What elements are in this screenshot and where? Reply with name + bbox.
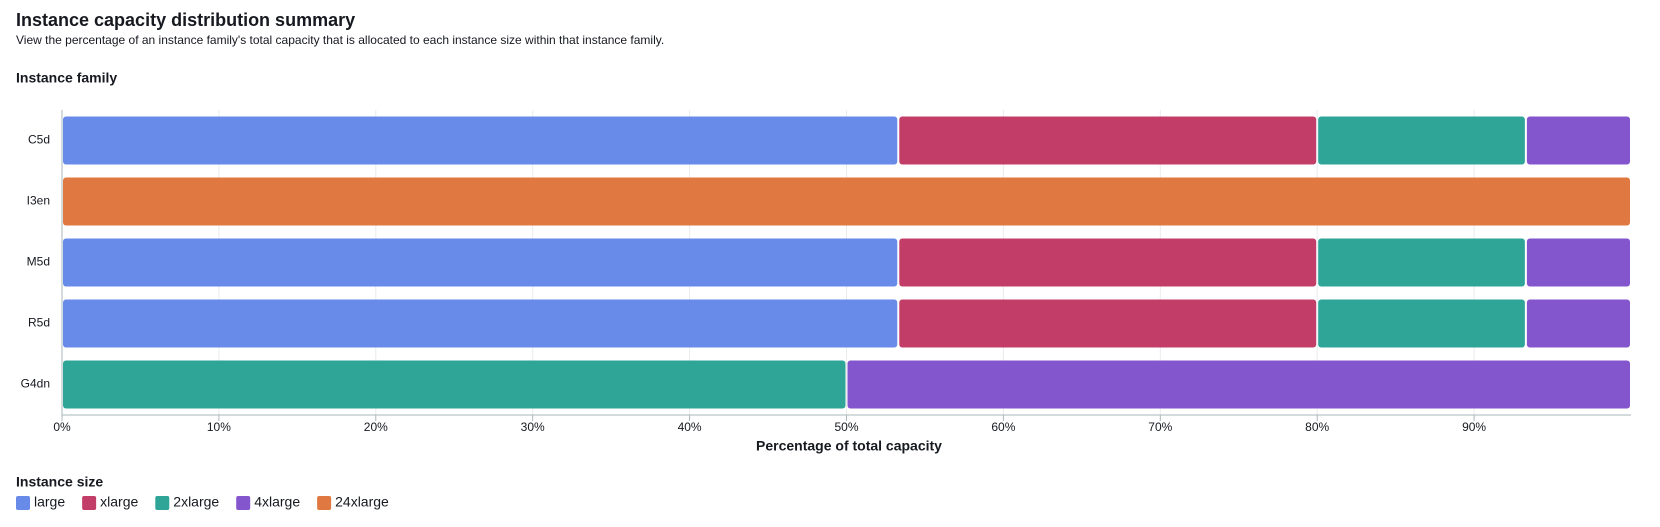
legend-swatch <box>155 496 170 510</box>
y-tick-label: M5d <box>27 255 50 269</box>
chart-title: Instance capacity distribution summary <box>16 10 355 30</box>
bar-segment <box>1526 116 1630 165</box>
x-tick-label: 50% <box>834 420 858 434</box>
x-tick-label: 90% <box>1462 420 1486 434</box>
x-tick-label: 20% <box>364 420 388 434</box>
bar-segment <box>1318 299 1525 348</box>
bar-segment <box>899 116 1317 165</box>
x-tick-label: 40% <box>678 420 702 434</box>
legend-swatch <box>82 496 97 510</box>
x-tick-label: 0% <box>53 420 71 434</box>
x-tick-label: 60% <box>991 420 1015 434</box>
legend-label: large <box>34 494 65 510</box>
legend-label: 4xlarge <box>254 494 300 510</box>
y-axis-title: Instance family <box>16 70 117 86</box>
x-tick-label: 80% <box>1305 420 1329 434</box>
bar-segment <box>63 238 898 287</box>
x-tick-label: 30% <box>521 420 545 434</box>
bar-segment <box>63 177 1630 226</box>
x-axis-title: Percentage of total capacity <box>756 438 942 454</box>
bar-segment <box>899 299 1317 348</box>
legend-label: 2xlarge <box>173 494 219 510</box>
bar-segment <box>1526 299 1630 348</box>
bar-segment <box>1526 238 1630 287</box>
x-tick-label: 70% <box>1148 420 1172 434</box>
legend-label: xlarge <box>100 494 138 510</box>
bar-segment <box>63 360 846 409</box>
legend-title: Instance size <box>16 474 103 490</box>
legend-label: 24xlarge <box>335 494 389 510</box>
y-tick-label: C5d <box>28 133 50 147</box>
y-tick-label: I3en <box>27 194 50 208</box>
legend-swatch <box>236 496 251 510</box>
legend-swatch <box>317 496 332 510</box>
legend-swatch <box>16 496 30 510</box>
bar-segment <box>1318 116 1525 165</box>
bar-segment <box>899 238 1317 287</box>
y-tick-label: G4dn <box>21 377 50 391</box>
y-tick-label: R5d <box>28 316 50 330</box>
bar-segment <box>847 360 1630 409</box>
x-tick-label: 10% <box>207 420 231 434</box>
bar-segment <box>63 116 898 165</box>
bar-segment <box>63 299 898 348</box>
bar-segment <box>1318 238 1525 287</box>
chart-subtitle: View the percentage of an instance famil… <box>16 33 664 47</box>
